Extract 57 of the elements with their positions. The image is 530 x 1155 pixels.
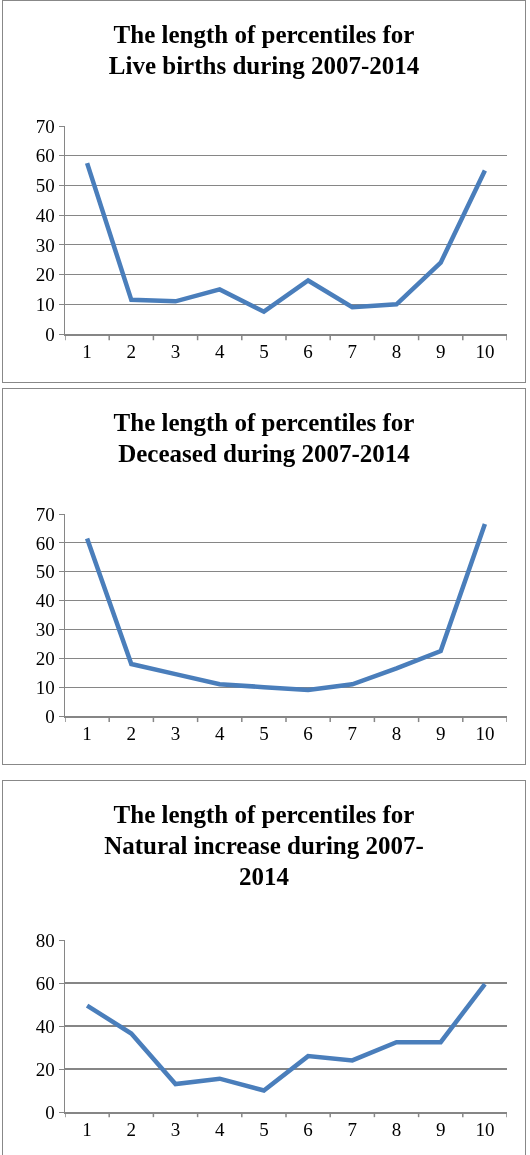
y-tick-label: 60	[35, 532, 55, 554]
y-tick-label: 30	[35, 619, 55, 641]
y-tick-label: 20	[35, 264, 55, 286]
x-tick-label: 9	[435, 341, 446, 363]
x-tick-label: 2	[126, 723, 137, 745]
x-tick-label: 2	[126, 1119, 137, 1141]
x-tick-label: 6	[303, 341, 313, 363]
x-tick-label: 1	[82, 723, 92, 745]
y-tick-label: 40	[35, 1015, 55, 1037]
x-tick-label: 2	[126, 341, 137, 363]
x-tick-label: 9	[435, 723, 446, 745]
x-tick-label: 6	[303, 723, 313, 745]
y-tick-label: 0	[45, 1101, 55, 1123]
x-tick-label: 7	[347, 341, 358, 363]
x-tick-label: 4	[214, 341, 225, 363]
x-tick-label: 9	[435, 1119, 446, 1141]
x-tick-label: 8	[391, 723, 402, 745]
y-tick-label: 60	[35, 972, 55, 994]
x-tick-label: 7	[347, 723, 358, 745]
y-tick-label: 80	[35, 929, 55, 951]
x-tick-label: 5	[259, 341, 269, 363]
x-tick-label: 10	[475, 723, 495, 745]
x-tick-label: 5	[259, 1119, 269, 1141]
x-tick-label: 8	[391, 1119, 402, 1141]
y-tick-label: 40	[35, 204, 55, 226]
x-tick-label: 3	[170, 341, 181, 363]
chart-title: The length of percentiles for Deceased during 2007-2014	[112, 408, 416, 469]
y-tick-label: 20	[35, 1058, 55, 1080]
y-tick-label: 70	[35, 115, 55, 137]
line-series	[84, 160, 488, 314]
x-tick-label: 10	[475, 341, 495, 363]
x-tick-label: 3	[170, 723, 181, 745]
y-tick-label: 0	[45, 323, 55, 345]
y-tick-label: 60	[35, 145, 55, 167]
x-tick-label: 1	[82, 1119, 92, 1141]
x-tick-label: 8	[391, 341, 402, 363]
x-tick-label: 7	[347, 1119, 358, 1141]
chart-title: The length of percentiles for Natural increase during 2007-2014	[103, 800, 425, 892]
y-tick-label: 10	[35, 293, 55, 315]
y-tick-label: 0	[45, 705, 55, 727]
y-tick-label: 50	[35, 561, 55, 583]
x-tick-label: 4	[214, 1119, 225, 1141]
y-tick-label: 30	[35, 234, 55, 256]
x-tick-label: 5	[259, 723, 269, 745]
x-tick-label: 1	[82, 341, 92, 363]
x-tick-label: 4	[214, 723, 225, 745]
y-tick-label: 10	[35, 676, 55, 698]
y-tick-label: 70	[35, 503, 55, 525]
x-tick-label: 3	[170, 1119, 181, 1141]
chart-title: The length of percentiles for Live births during 2007-2014	[107, 20, 421, 81]
line-series	[84, 521, 488, 693]
y-tick-label: 50	[35, 175, 55, 197]
x-tick-label: 6	[303, 1119, 313, 1141]
line-series	[84, 981, 488, 1093]
y-tick-label: 40	[35, 590, 55, 612]
x-tick-label: 10	[475, 1119, 495, 1141]
y-tick-label: 20	[35, 647, 55, 669]
